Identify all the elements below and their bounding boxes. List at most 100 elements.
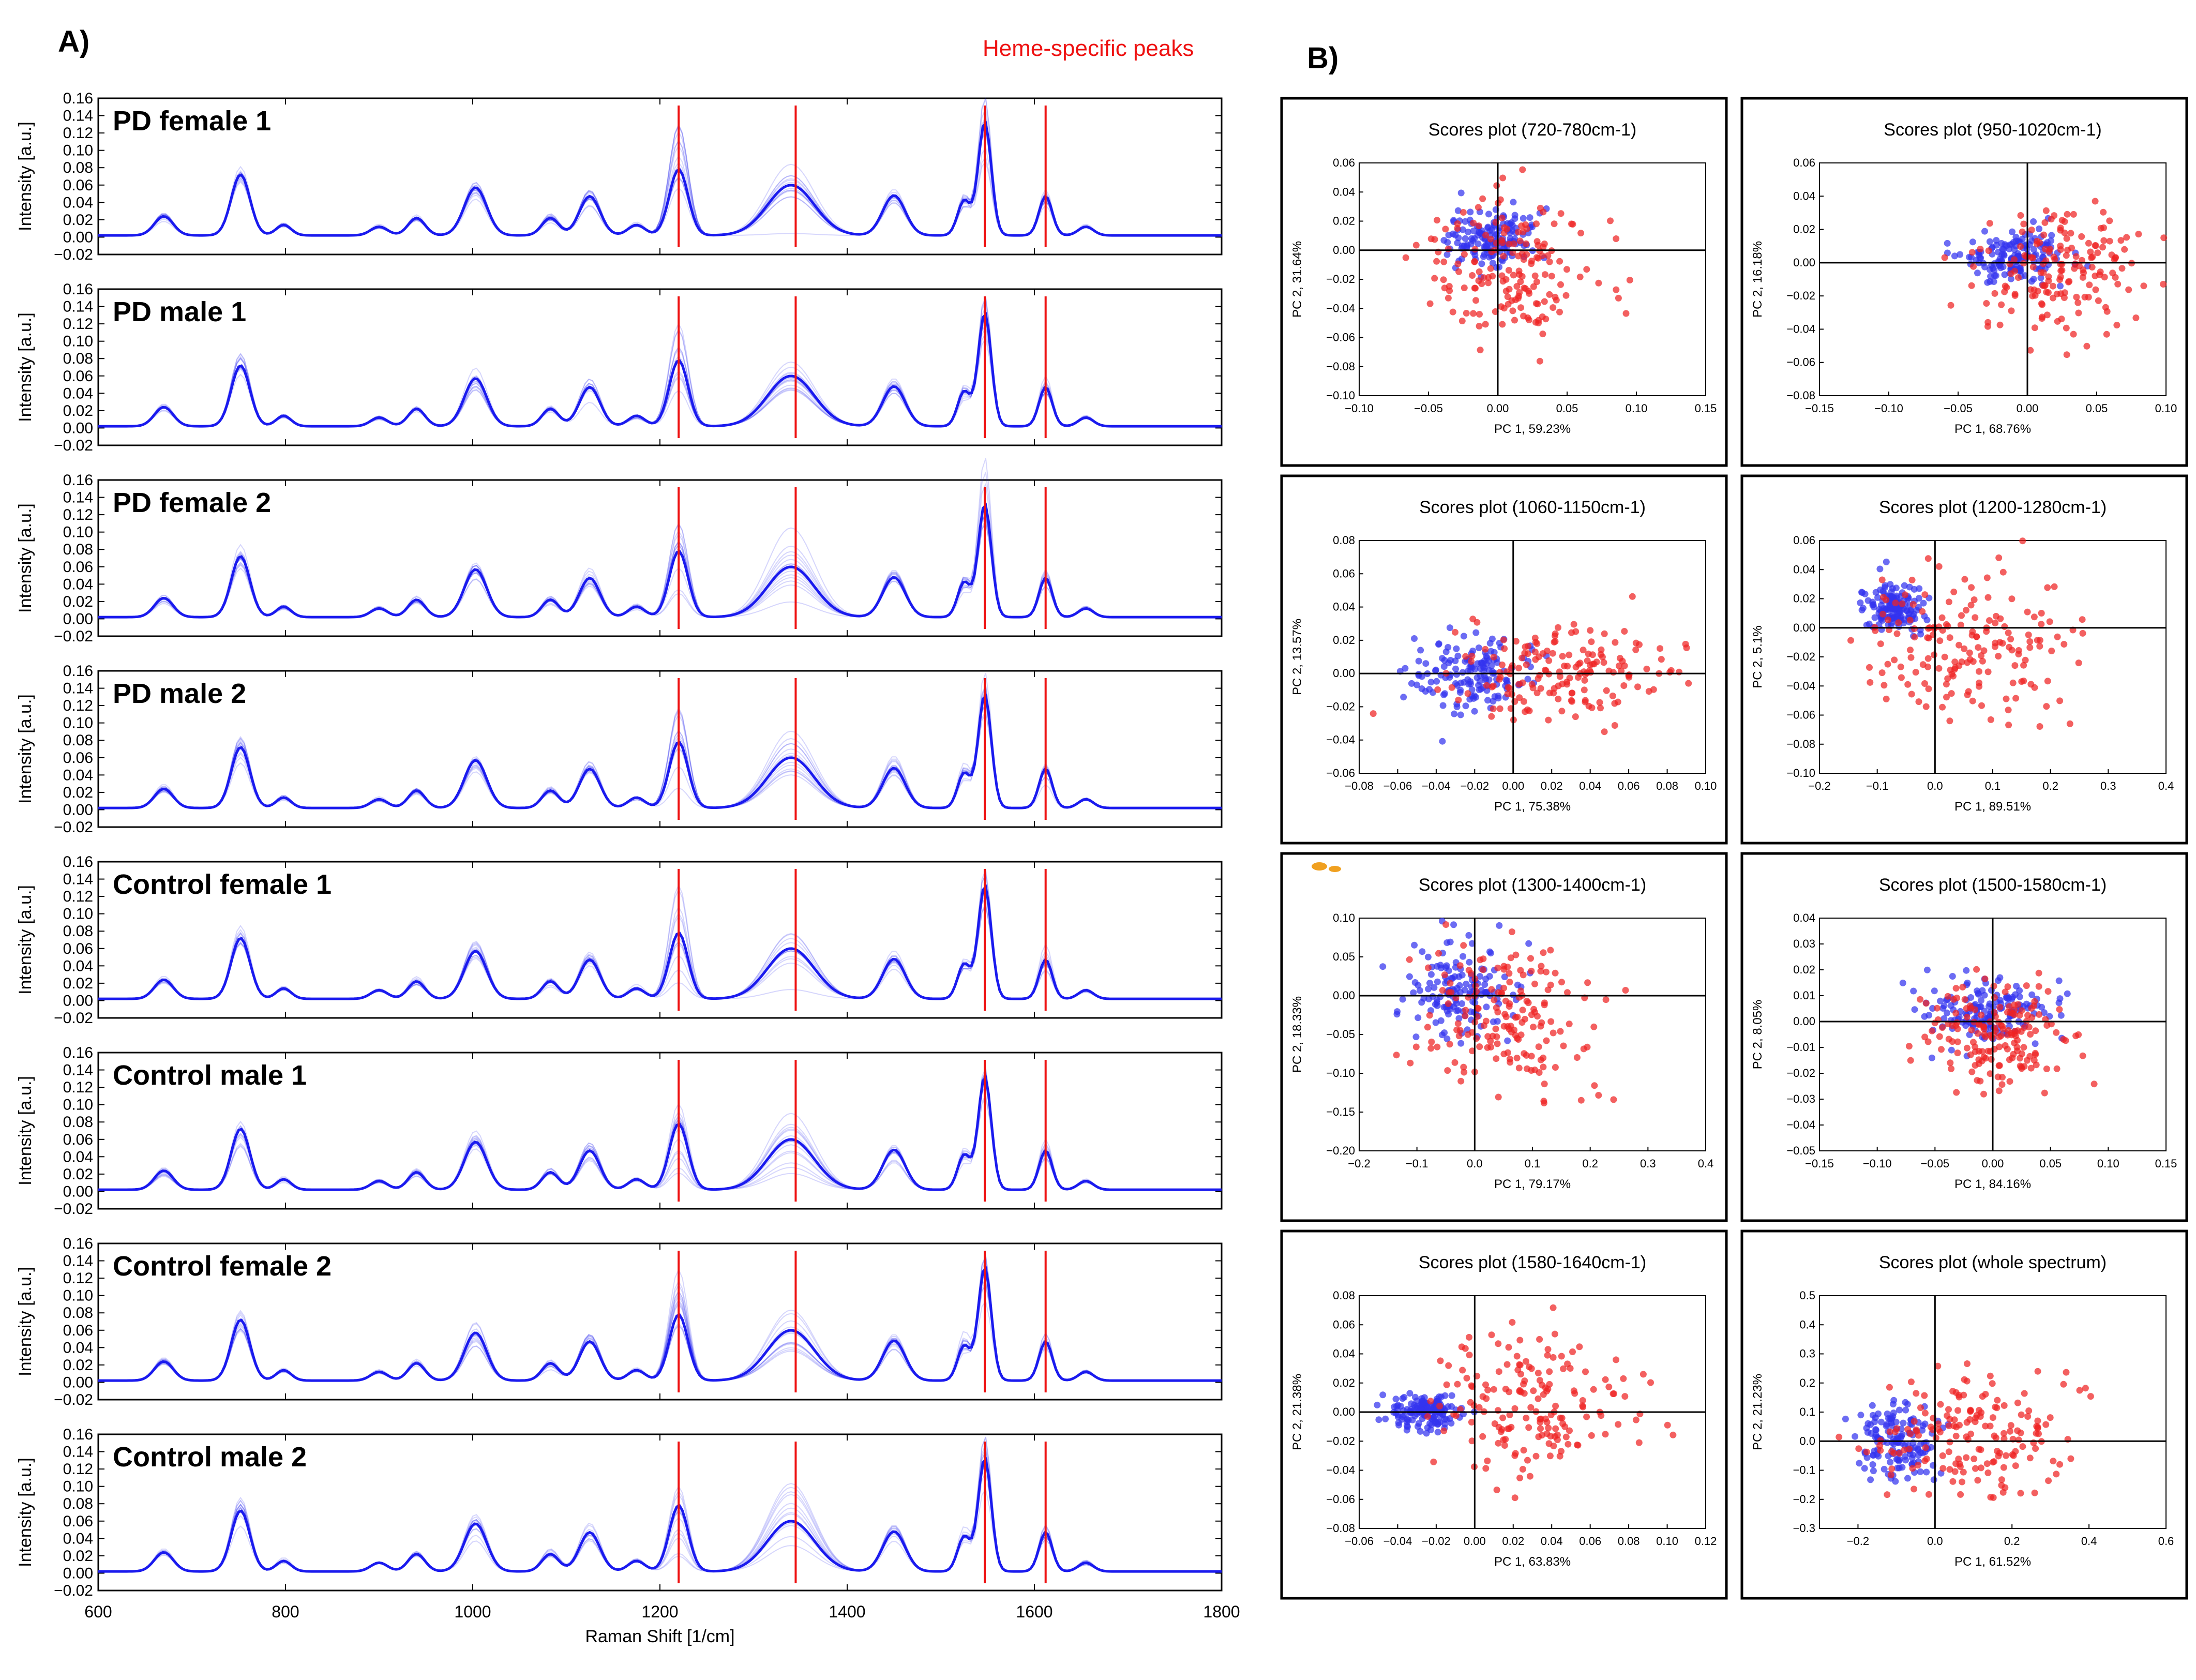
scatter-point-blue — [1514, 981, 1521, 988]
scatter-point-red — [1470, 219, 1477, 227]
scatter-point-red — [1532, 319, 1539, 326]
scatter-point-blue — [2019, 235, 2026, 243]
scatter-point-red — [2140, 282, 2147, 290]
scatter-point-red — [1591, 1082, 1598, 1089]
scatter-point-red — [1989, 1380, 1996, 1387]
x-tick-label: 0.15 — [2155, 1157, 2177, 1170]
y-axis-label: PC 2, 16.18% — [1751, 241, 1765, 318]
scatter-point-red — [1967, 602, 1975, 609]
scatter-point-blue — [1890, 1409, 1897, 1417]
y-tick-label: 0.10 — [63, 333, 93, 350]
y-tick-label: 0.10 — [1333, 911, 1355, 924]
scatter-point-red — [2060, 1381, 2067, 1388]
scatter-point-red — [2070, 211, 2077, 218]
scatter-point-red — [1546, 1452, 1554, 1460]
scatter-point-red — [1528, 967, 1535, 974]
scatter-point-red — [1531, 272, 1539, 279]
y-tick-label: 0.02 — [1333, 634, 1355, 647]
scatter-point-red — [1951, 1416, 1958, 1423]
scatter-point-red — [1552, 1402, 1559, 1409]
scatter-point-red — [1557, 1028, 1564, 1035]
y-tick-label: 0.08 — [63, 159, 93, 176]
scatter-point-red — [2106, 217, 2113, 224]
scatter-point-red — [1555, 695, 1562, 702]
scatter-point-red — [1479, 195, 1486, 202]
scatter-point-red — [1500, 252, 1507, 260]
scatter-point-red — [1930, 651, 1937, 658]
y-tick-label: 0.06 — [63, 1513, 93, 1530]
scatter-point-red — [2068, 245, 2075, 251]
scatter-point-blue — [1417, 647, 1424, 654]
scatter-point-red — [1436, 1402, 1443, 1409]
scatter-point-red — [2057, 267, 2065, 275]
scatter-point-red — [1538, 1382, 1545, 1389]
scatter-point-red — [1993, 1404, 2001, 1412]
scatter-point-red — [2042, 1421, 2050, 1428]
scatter-point-blue — [1443, 962, 1450, 969]
scatter-point-red — [1983, 628, 1990, 635]
y-axis-label: Intensity [a.u.] — [16, 694, 35, 804]
scatter-point-red — [1535, 1395, 1542, 1402]
scatter-point-red — [2086, 281, 2093, 289]
scatter-point-red — [1541, 298, 1548, 305]
scatter-point-red — [1542, 666, 1549, 673]
scatter-point-red — [2001, 288, 2008, 295]
scatter-point-red — [1497, 196, 1504, 203]
scatter-point-red — [2009, 679, 2017, 686]
scatter-point-red — [2026, 644, 2034, 651]
scatter-point-red — [1983, 1460, 1991, 1467]
y-tick-label: 0.10 — [63, 1287, 93, 1304]
scatter-point-blue — [1871, 1418, 1878, 1426]
scatter-point-blue — [1415, 1014, 1422, 1022]
scatter-point-red — [1522, 285, 1529, 292]
scatter-point-blue — [1452, 665, 1459, 672]
scatter-point-red — [2017, 1055, 2024, 1062]
y-axis-label: PC 2, 5.1% — [1751, 625, 1765, 688]
scatter-point-red — [1615, 662, 1622, 669]
scatter-point-blue — [1445, 231, 1452, 238]
scatter-point-red — [2027, 1031, 2034, 1038]
scatter-point-red — [2026, 1454, 2034, 1462]
scatter-point-red — [1945, 1448, 1952, 1456]
scatter-point-red — [1506, 1412, 1513, 1418]
y-tick-label: 0.06 — [63, 749, 93, 767]
scatter-point-red — [1533, 254, 1540, 261]
scatter-point-blue — [1888, 1415, 1896, 1422]
scatter-point-blue — [1399, 996, 1406, 1003]
scatter-point-blue — [1524, 676, 1531, 683]
y-tick-label: 0.10 — [63, 906, 93, 923]
scatter-point-red — [2027, 681, 2035, 688]
x-tick-label: 0.10 — [2155, 402, 2177, 415]
y-tick-label: −0.10 — [1786, 767, 1815, 779]
scatter-point-red — [1507, 954, 1514, 962]
scatter-point-red — [1446, 989, 1453, 996]
scatter-point-red — [1990, 982, 1997, 989]
figure-box — [1740, 97, 2188, 467]
scatter-point-red — [2075, 309, 2082, 317]
y-tick-label: 0.06 — [63, 368, 93, 385]
scatter-point-red — [1902, 591, 1908, 598]
sample-label: Control female 2 — [113, 1251, 332, 1282]
y-tick-label: −0.02 — [1786, 1067, 1815, 1079]
sample-label: PD female 2 — [113, 487, 271, 518]
x-tick-label: −0.10 — [1874, 402, 1903, 415]
scatter-point-red — [1877, 640, 1884, 648]
scatter-point-red — [1909, 1465, 1916, 1472]
scatter-point-blue — [1887, 581, 1894, 588]
scatter-point-red — [2051, 256, 2058, 263]
figure-box — [1280, 852, 1728, 1222]
y-tick-label: 0.06 — [1793, 534, 1815, 547]
scatter-point-red — [1588, 1432, 1595, 1439]
scatter-point-red — [1455, 268, 1463, 275]
scatter-point-red — [2024, 1413, 2032, 1420]
scatter-point-red — [2097, 268, 2104, 276]
scatter-point-blue — [2011, 246, 2018, 253]
x-tick-label: −0.04 — [1383, 1535, 1412, 1548]
scatter-point-red — [2074, 299, 2082, 306]
scatter-point-blue — [1902, 1406, 1909, 1414]
scatter-point-blue — [1872, 1426, 1879, 1433]
scatter-point-red — [1540, 1391, 1547, 1398]
scatter-point-red — [1460, 209, 1467, 216]
y-tick-label: 0.04 — [1793, 911, 1815, 924]
scatter-point-red — [1545, 716, 1552, 724]
